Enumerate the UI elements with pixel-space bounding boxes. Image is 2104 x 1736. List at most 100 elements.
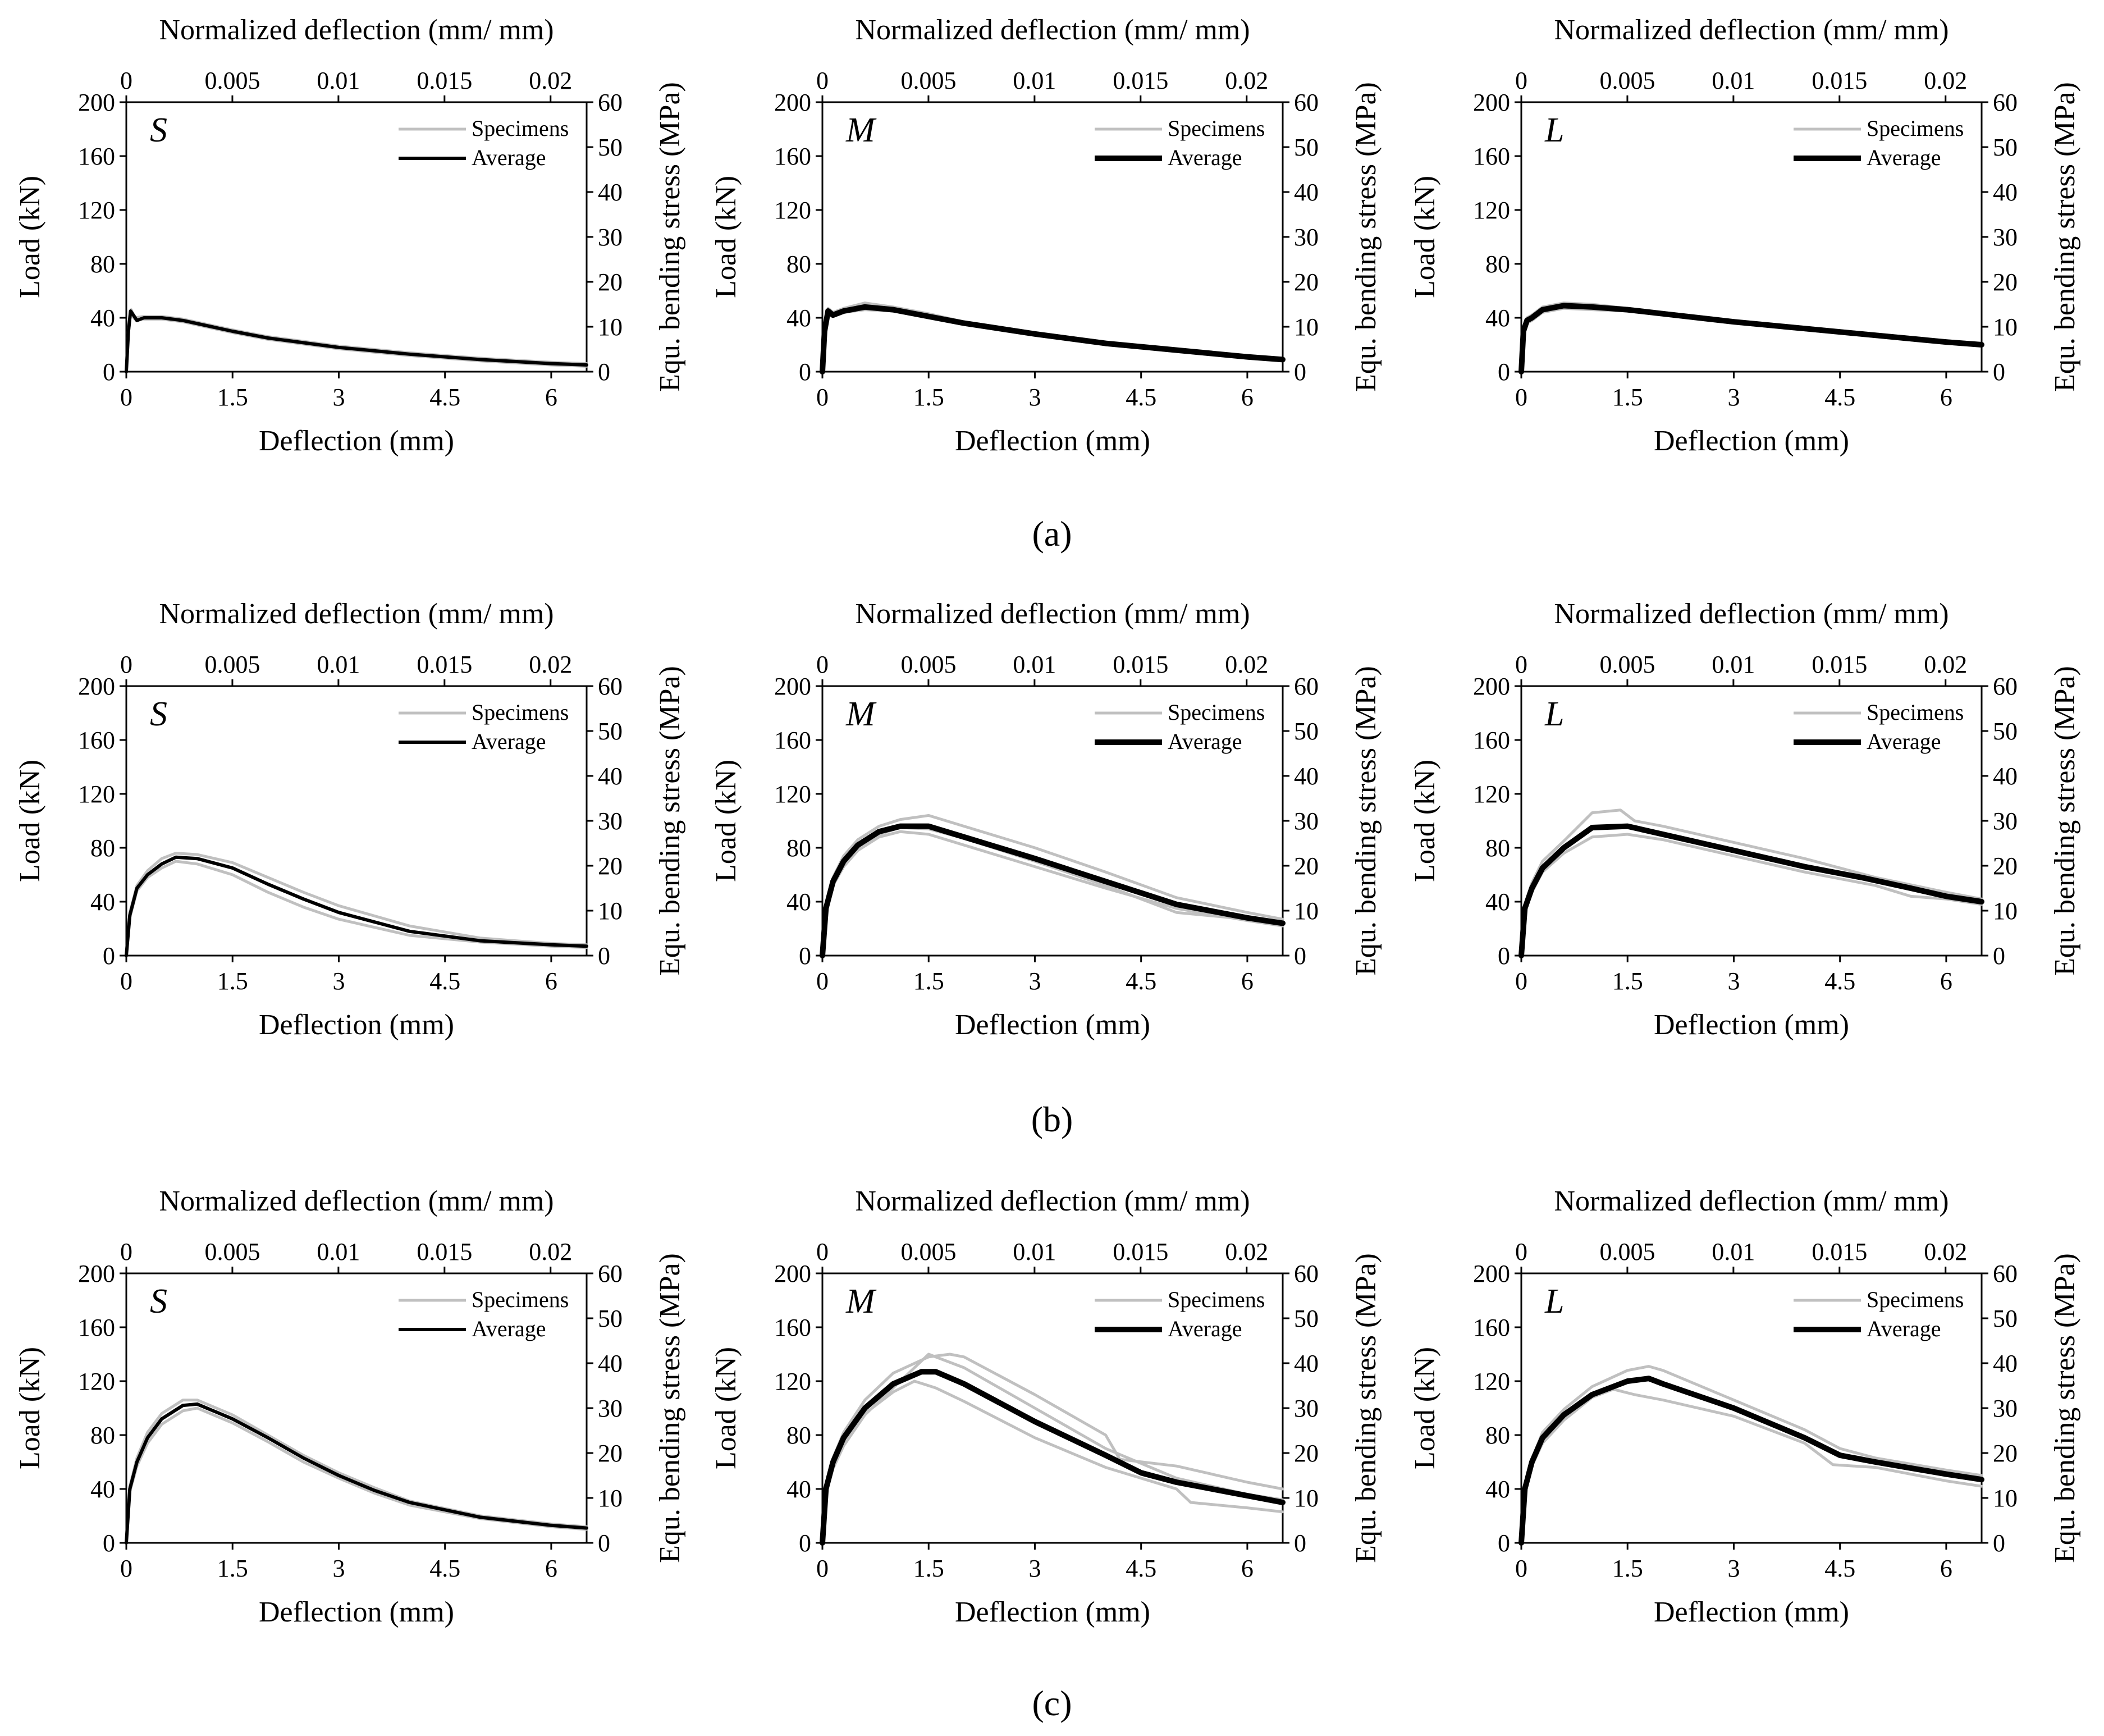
panel-size-label: M — [845, 695, 877, 733]
x-tick-label: 1.5 — [913, 383, 944, 411]
y-tick-label: 120 — [78, 197, 115, 224]
y2-tick-label: 60 — [1294, 673, 1319, 700]
x2-tick-label: 0.01 — [1712, 67, 1755, 94]
x-tick-label: 3 — [1727, 967, 1740, 995]
y-tick-label: 40 — [786, 888, 811, 916]
y-tick-label: 40 — [90, 888, 115, 916]
y2-tick-label: 30 — [1993, 223, 2018, 251]
y-axis-label: Load (kN) — [14, 176, 46, 298]
y2-tick-label: 40 — [1993, 179, 2018, 206]
x-axis-label: Deflection (mm) — [259, 1596, 454, 1628]
panel-size-label: L — [1544, 695, 1564, 733]
y-tick-label: 120 — [774, 197, 811, 224]
legend-average-label: Average — [1168, 145, 1242, 170]
y2-tick-label: 10 — [598, 1484, 623, 1512]
x2-axis-label: Normalized deflection (mm/ mm) — [1554, 14, 1949, 46]
y-tick-label: 200 — [774, 1260, 811, 1287]
y-tick-label: 120 — [78, 780, 115, 808]
y2-tick-label: 10 — [598, 313, 623, 341]
y2-axis-label: Equ. bending stress (MPa) — [2049, 666, 2081, 976]
y-axis-label: Load (kN) — [1409, 1347, 1441, 1469]
y-tick-label: 200 — [774, 673, 811, 700]
y2-tick-label: 0 — [1993, 358, 2005, 386]
y-tick-label: 80 — [90, 250, 115, 278]
x2-tick-label: 0.015 — [1812, 651, 1867, 678]
x-tick-label: 4.5 — [1824, 1555, 1855, 1582]
y2-tick-label: 50 — [598, 1305, 623, 1332]
y-tick-label: 160 — [1473, 143, 1510, 170]
y-tick-label: 0 — [799, 1529, 811, 1557]
y2-tick-label: 10 — [1294, 313, 1319, 341]
x2-tick-label: 0.01 — [1013, 651, 1056, 678]
x-tick-label: 1.5 — [913, 967, 944, 995]
x2-tick-label: 0.02 — [529, 1238, 572, 1266]
x-tick-label: 6 — [1241, 967, 1254, 995]
x-tick-label: 0 — [120, 967, 132, 995]
x-tick-label: 0 — [1515, 967, 1527, 995]
average-series-line — [125, 855, 588, 957]
caption-a: (a) — [1032, 514, 1072, 554]
y-tick-label: 200 — [1473, 89, 1510, 116]
y2-axis-label: Equ. bending stress (MPa) — [654, 666, 686, 976]
x-tick-label: 3 — [1028, 383, 1041, 411]
x-tick-label: 3 — [1727, 1555, 1740, 1582]
y-tick-label: 120 — [1473, 1368, 1510, 1395]
y-tick-label: 40 — [1485, 888, 1510, 916]
x-tick-label: 3 — [332, 1555, 345, 1582]
legend-average-label: Average — [472, 1316, 546, 1341]
x2-tick-label: 0.015 — [1812, 67, 1867, 94]
y2-tick-label: 20 — [1993, 852, 2018, 880]
y2-tick-label: 30 — [1294, 223, 1319, 251]
y-tick-label: 160 — [1473, 1314, 1510, 1341]
x2-tick-label: 0.02 — [1924, 651, 1967, 678]
y2-tick-label: 40 — [598, 762, 623, 790]
y-tick-label: 160 — [78, 1314, 115, 1341]
y2-tick-label: 20 — [598, 852, 623, 880]
x-tick-label: 6 — [1940, 967, 1952, 995]
x2-tick-label: 0.02 — [1924, 1238, 1967, 1266]
x-tick-label: 6 — [1241, 383, 1254, 411]
panel-size-label: S — [150, 1282, 167, 1321]
y2-tick-label: 0 — [598, 358, 610, 386]
y2-tick-label: 40 — [1294, 179, 1319, 206]
y2-tick-label: 20 — [1993, 268, 2018, 296]
y-tick-label: 200 — [1473, 673, 1510, 700]
x2-tick-label: 0.02 — [1225, 67, 1268, 94]
legend-specimens-label: Specimens — [1168, 1287, 1265, 1312]
y-tick-label: 40 — [90, 1475, 115, 1503]
y2-tick-label: 20 — [1294, 268, 1319, 296]
y2-axis-label: Equ. bending stress (MPa) — [2049, 82, 2081, 392]
x-tick-label: 3 — [1028, 1555, 1041, 1582]
y-tick-label: 40 — [1485, 304, 1510, 332]
average-series-line — [820, 1369, 1286, 1546]
y2-tick-label: 10 — [1993, 313, 2018, 341]
x2-tick-label: 0.02 — [1225, 1238, 1268, 1266]
x-axis-label: Deflection (mm) — [955, 1009, 1150, 1041]
y2-tick-label: 0 — [598, 942, 610, 970]
x2-axis-label: Normalized deflection (mm/ mm) — [159, 1185, 554, 1217]
y2-tick-label: 30 — [1294, 1395, 1319, 1422]
y2-axis-label: Equ. bending stress (MPa) — [654, 82, 686, 392]
y2-tick-label: 0 — [1294, 942, 1306, 970]
y2-tick-label: 40 — [1294, 1350, 1319, 1377]
x2-tick-label: 0.005 — [900, 651, 956, 678]
y-tick-label: 120 — [774, 780, 811, 808]
y-tick-label: 40 — [786, 304, 811, 332]
x2-tick-label: 0.015 — [1812, 1238, 1867, 1266]
specimen-series-line — [125, 1406, 588, 1545]
y-tick-label: 160 — [78, 727, 115, 754]
x2-tick-label: 0 — [1515, 651, 1527, 678]
y2-tick-label: 60 — [1993, 673, 2018, 700]
y-tick-label: 160 — [78, 143, 115, 170]
y2-tick-label: 0 — [1993, 1529, 2005, 1557]
chart-panels: 0 1.5 3 4.5 60 0.005 0.01 0.015 0.02040801201602… — [14, 14, 2081, 1628]
average-series-line — [820, 304, 1286, 374]
y2-tick-label: 30 — [598, 807, 623, 835]
x2-tick-label: 0.015 — [417, 651, 472, 678]
y2-tick-label: 40 — [598, 1350, 623, 1377]
x2-axis-label: Normalized deflection (mm/ mm) — [855, 14, 1250, 46]
caption-c: (c) — [1032, 1683, 1072, 1723]
y-tick-label: 0 — [103, 358, 115, 386]
y2-tick-label: 30 — [598, 223, 623, 251]
x-tick-label: 0 — [816, 1555, 829, 1582]
